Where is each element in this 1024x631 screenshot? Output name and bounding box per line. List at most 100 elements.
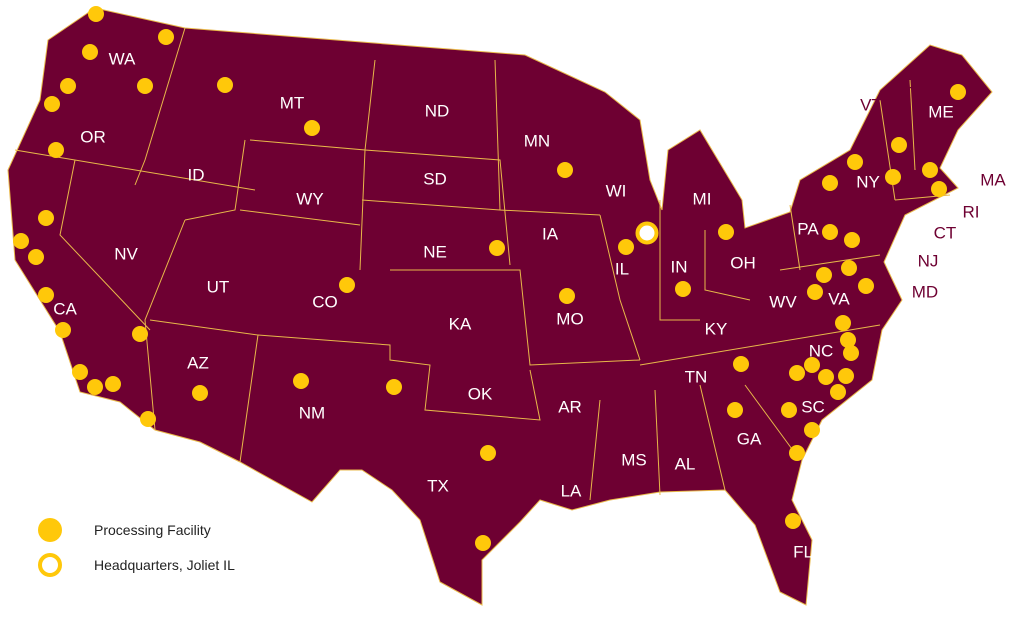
facility-marker[interactable] (781, 402, 797, 418)
facility-marker[interactable] (293, 373, 309, 389)
facility-marker[interactable] (88, 6, 104, 22)
facility-marker[interactable] (618, 239, 634, 255)
facility-marker[interactable] (789, 365, 805, 381)
facility-marker[interactable] (72, 364, 88, 380)
state-label-mi: MI (693, 189, 712, 208)
facility-marker[interactable] (844, 232, 860, 248)
facility-marker[interactable] (38, 287, 54, 303)
facility-marker[interactable] (55, 322, 71, 338)
state-label-fl: FL (793, 542, 813, 561)
facility-marker[interactable] (480, 445, 496, 461)
facility-marker[interactable] (559, 288, 575, 304)
state-label-mn: MN (524, 131, 550, 150)
state-label-ky: KY (705, 319, 728, 338)
state-label-ny: NY (856, 172, 880, 191)
facility-marker[interactable] (105, 376, 121, 392)
facility-marker[interactable] (718, 224, 734, 240)
legend-facility-label: Processing Facility (94, 521, 211, 538)
facility-marker[interactable] (137, 78, 153, 94)
state-label-ca: CA (53, 299, 77, 318)
state-label-ms: MS (621, 450, 647, 469)
facility-marker[interactable] (931, 181, 947, 197)
state-label-id: ID (188, 165, 205, 184)
facility-marker[interactable] (835, 315, 851, 331)
facility-marker[interactable] (950, 84, 966, 100)
state-label-ar: AR (558, 397, 582, 416)
hq-marker-icon (38, 552, 62, 577)
facility-marker[interactable] (822, 224, 838, 240)
legend-hq-label: Headquarters, Joliet IL (94, 556, 235, 573)
facility-marker[interactable] (838, 368, 854, 384)
state-label-me: ME (928, 102, 954, 121)
state-label-sd: SD (423, 169, 447, 188)
state-label-ct: CT (934, 223, 957, 242)
state-label-wv: WV (769, 292, 797, 311)
state-label-tn: TN (685, 367, 708, 386)
facility-marker[interactable] (804, 422, 820, 438)
legend: Processing Facility Headquarters, Joliet… (38, 512, 235, 582)
state-label-oh: OH (730, 253, 756, 272)
state-label-nv: NV (114, 244, 138, 263)
facility-marker[interactable] (675, 281, 691, 297)
state-label-wi: WI (606, 181, 627, 200)
facility-marker[interactable] (140, 411, 156, 427)
facility-marker[interactable] (44, 96, 60, 112)
facility-marker[interactable] (557, 162, 573, 178)
facility-marker[interactable] (822, 175, 838, 191)
facility-marker[interactable] (885, 169, 901, 185)
facility-marker[interactable] (727, 402, 743, 418)
facility-marker[interactable] (48, 142, 64, 158)
facility-marker[interactable] (87, 379, 103, 395)
state-label-ok: OK (468, 384, 493, 403)
facility-marker[interactable] (785, 513, 801, 529)
state-label-az: AZ (187, 353, 209, 372)
state-label-nd: ND (425, 101, 450, 120)
facility-marker[interactable] (60, 78, 76, 94)
state-label-nm: NM (299, 403, 325, 422)
facility-marker[interactable] (847, 154, 863, 170)
state-label-sc: SC (801, 397, 825, 416)
state-label-co: CO (312, 292, 338, 311)
state-label-vt: VT (860, 95, 882, 114)
state-label-pa: PA (797, 219, 819, 238)
state-label-ut: UT (207, 277, 230, 296)
facility-marker[interactable] (13, 233, 29, 249)
facility-marker[interactable] (840, 332, 856, 348)
facility-marker[interactable] (818, 369, 834, 385)
facility-marker[interactable] (789, 445, 805, 461)
facility-marker[interactable] (733, 356, 749, 372)
legend-hq: Headquarters, Joliet IL (38, 547, 235, 582)
facility-marker-icon (38, 517, 62, 542)
facility-marker[interactable] (830, 384, 846, 400)
facility-marker[interactable] (304, 120, 320, 136)
state-label-tx: TX (427, 476, 449, 495)
facility-marker[interactable] (38, 210, 54, 226)
facility-marker[interactable] (858, 278, 874, 294)
state-label-ne: NE (423, 242, 447, 261)
facility-marker[interactable] (28, 249, 44, 265)
facility-marker[interactable] (804, 357, 820, 373)
state-label-in: IN (671, 257, 688, 276)
state-label-va: VA (828, 289, 850, 308)
state-label-or: OR (80, 127, 106, 146)
facility-marker[interactable] (807, 284, 823, 300)
facility-marker[interactable] (217, 77, 233, 93)
facility-marker[interactable] (475, 535, 491, 551)
facility-marker[interactable] (192, 385, 208, 401)
facility-marker[interactable] (489, 240, 505, 256)
facility-marker[interactable] (843, 345, 859, 361)
state-label-ma: MA (980, 170, 1006, 189)
facility-marker[interactable] (158, 29, 174, 45)
state-label-nj: NJ (918, 251, 939, 270)
facility-marker[interactable] (386, 379, 402, 395)
us-landmass (7, 7, 993, 606)
facility-marker[interactable] (922, 162, 938, 178)
facility-marker[interactable] (816, 267, 832, 283)
facility-marker[interactable] (339, 277, 355, 293)
facility-marker[interactable] (891, 137, 907, 153)
facility-marker[interactable] (132, 326, 148, 342)
headquarters-marker[interactable] (635, 221, 659, 245)
facility-marker[interactable] (841, 260, 857, 276)
facility-marker[interactable] (82, 44, 98, 60)
